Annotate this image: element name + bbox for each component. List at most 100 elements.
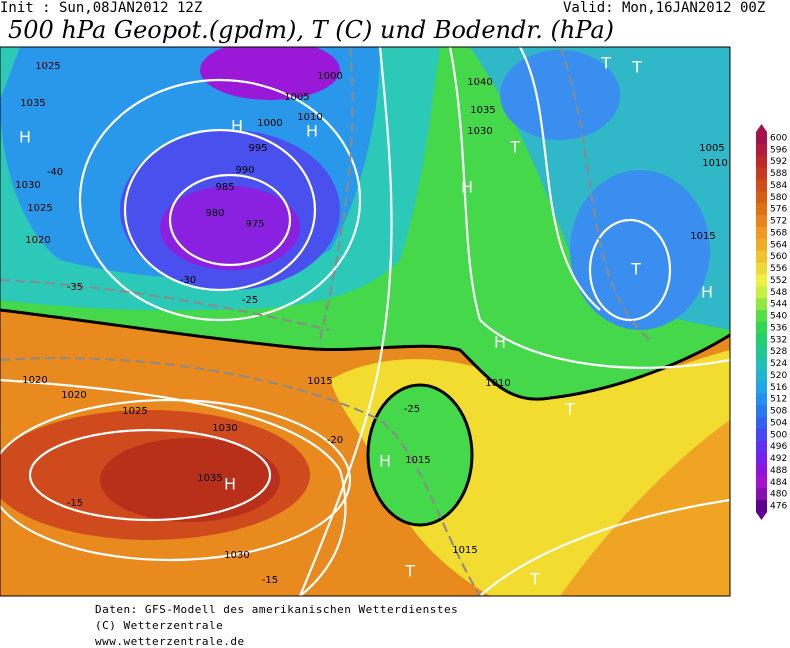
colorbar-label: 532 [770, 335, 787, 345]
colorbar-label: 592 [770, 157, 787, 167]
map-label: 1015 [690, 231, 715, 242]
colorbar-label: 572 [770, 217, 787, 227]
colorbar-label: 496 [770, 442, 787, 452]
colorbar-label: 476 [770, 502, 787, 512]
map-label: 1000 [257, 118, 282, 129]
colorbar-label: 544 [770, 300, 787, 310]
map-label: H [231, 117, 243, 136]
colorbar-swatch [756, 262, 767, 275]
colorbar-swatch [756, 500, 767, 513]
colorbar-label: 560 [770, 252, 787, 262]
map-label: T [631, 58, 642, 77]
map-label: 1030 [212, 423, 237, 434]
colorbar-swatch [756, 440, 767, 454]
map-label: 1015 [452, 545, 477, 556]
footer-url: www.wetterzentrale.de [95, 635, 245, 648]
colorbar-label: 480 [770, 490, 787, 500]
map-field [0, 47, 730, 596]
colorbar-swatch [756, 191, 767, 204]
map-label: 1025 [35, 61, 60, 72]
valid-time: Valid: Mon,16JAN2012 00Z [563, 0, 766, 16]
colorbar-swatch [756, 215, 767, 228]
colorbar-label: 500 [770, 430, 787, 440]
map-label: 990 [235, 165, 254, 176]
colorbar-arrow-bottom [756, 512, 767, 520]
map-label: 1030 [224, 550, 249, 561]
colorbar-swatch [756, 310, 767, 323]
colorbar-label: 580 [770, 193, 787, 203]
colorbar-swatch [756, 393, 767, 406]
map-label: 1035 [20, 98, 45, 109]
colorbar-swatch [756, 428, 767, 442]
footer-copyright: (C) Wetterzentrale [95, 619, 224, 632]
map-label: T [630, 260, 641, 279]
map-label: 1005 [699, 143, 724, 154]
map-label: -15 [262, 575, 278, 586]
colorbar-swatch [756, 369, 767, 382]
map-label: 1030 [15, 180, 40, 191]
map-label: 1010 [702, 158, 727, 169]
colorbar-swatch [756, 227, 767, 240]
colorbar-swatch [756, 155, 767, 169]
map-label: 1020 [25, 235, 50, 246]
colorbar-label: 520 [770, 371, 787, 381]
colorbar-label: 540 [770, 312, 787, 322]
map-label: H [379, 452, 391, 471]
map-label: 975 [245, 219, 264, 230]
map-label: 1035 [197, 473, 222, 484]
map-label: 1035 [470, 105, 495, 116]
map-label: 1010 [297, 112, 322, 123]
map-label: 1015 [405, 455, 430, 466]
colorbar-swatch [756, 203, 767, 216]
colorbar-swatch [756, 417, 767, 430]
map-label: -25 [242, 295, 258, 306]
map-label: 1030 [467, 126, 492, 137]
map-label: 1025 [27, 203, 52, 214]
map-label: H [19, 128, 31, 147]
map-label: -30 [180, 275, 196, 286]
map-label: -25 [404, 404, 420, 415]
colorbar-label: 508 [770, 407, 787, 417]
map-label: 1015 [307, 376, 332, 387]
colorbar-label: 548 [770, 288, 787, 298]
map-label: T [404, 562, 415, 581]
colorbar-swatch [756, 357, 767, 370]
colorbar-swatch [756, 286, 767, 299]
colorbar-label: 588 [770, 169, 787, 179]
map-label: 1000 [317, 71, 342, 82]
map-label: T [509, 138, 520, 157]
map-label: 1010 [485, 378, 510, 389]
colorbar-label: 492 [770, 454, 787, 464]
colorbar-swatch [756, 132, 767, 145]
colorbar-swatch [756, 452, 767, 465]
map-label: T [600, 54, 611, 73]
map-label: 1025 [122, 406, 147, 417]
colorbar-label: 512 [770, 395, 787, 405]
colorbar-arrow-top [756, 124, 767, 132]
colorbar-swatch [756, 464, 767, 477]
colorbar-label: 516 [770, 383, 787, 393]
colorbar-label: 552 [770, 276, 787, 286]
colorbar-label: 556 [770, 264, 787, 274]
colorbar-label: 536 [770, 323, 787, 333]
colorbar-swatch [756, 322, 767, 335]
colorbar-swatch [756, 179, 767, 192]
map-label: 1020 [61, 390, 86, 401]
footer-source: Daten: GFS-Modell des amerikanischen Wet… [95, 603, 459, 616]
colorbar-swatch [756, 405, 767, 418]
map-label: H [701, 283, 713, 302]
colorbar-swatch [756, 143, 767, 157]
map-title: 500 hPa Geopot.(gpdm), T (C) und Bodendr… [8, 16, 615, 44]
colorbar-label: 568 [770, 228, 787, 238]
colorbar-label: 488 [770, 466, 787, 476]
colorbar-label: 564 [770, 240, 787, 250]
map-label: 1020 [22, 375, 47, 386]
colorbar-label: 596 [770, 145, 787, 155]
colorbar-swatch [756, 476, 767, 489]
colorbar-label: 576 [770, 205, 787, 215]
colorbar-swatch [756, 298, 767, 311]
